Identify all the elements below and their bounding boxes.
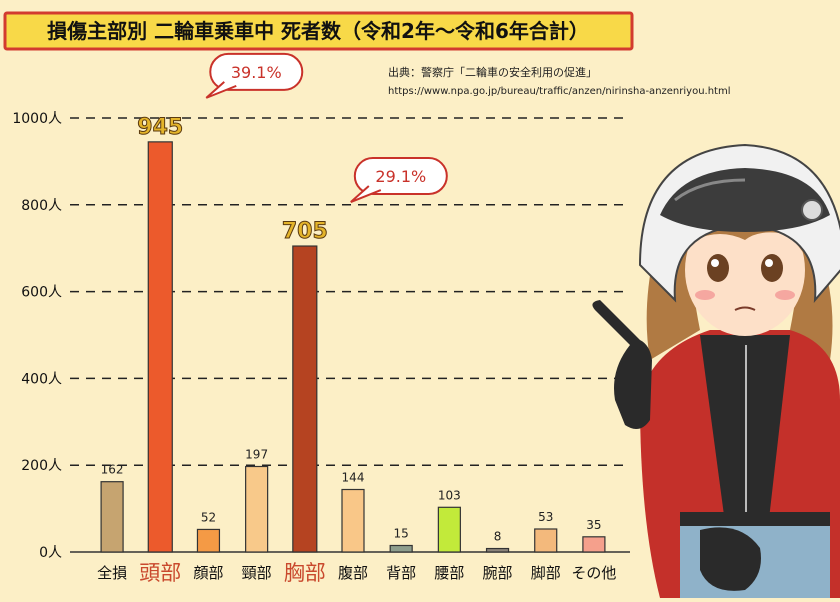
- bar-1: [147, 141, 173, 553]
- x-axis: 全損 頭部 顔部 頸部 胸部 腹部 背部 腰部 腕部 脚部 その他: [97, 561, 616, 585]
- x-tick-label-10: その他: [571, 564, 616, 582]
- bar-7: [437, 506, 461, 553]
- bar-10: [582, 536, 606, 553]
- x-tick-label-9: 脚部: [531, 564, 561, 582]
- x-tick-label-2: 顔部: [193, 564, 223, 582]
- value-label-5: 144: [342, 471, 365, 485]
- bar-8: [485, 547, 510, 553]
- bar-6: [389, 544, 413, 553]
- bar-2: [196, 528, 221, 553]
- y-tick-label: 800人: [21, 198, 62, 214]
- x-tick-label-0: 全損: [97, 564, 127, 582]
- callout-tail: [205, 81, 237, 99]
- x-tick-label-5: 腹部: [338, 564, 368, 582]
- x-tick-label-4: 胸部: [284, 561, 326, 585]
- value-label-7: 103: [438, 488, 461, 502]
- bar-5: [341, 488, 365, 553]
- x-tick-label-3: 頸部: [242, 564, 272, 582]
- bars: [100, 141, 606, 553]
- callout-text: 29.1%: [375, 167, 426, 186]
- value-label-3: 197: [245, 448, 268, 462]
- source-line-1: 出典：警察庁「二輪車の安全利用の促進」: [388, 65, 597, 79]
- callout-0: 39.1%: [205, 52, 304, 99]
- source-line-2: https://www.npa.go.jp/bureau/traffic/anz…: [388, 86, 731, 97]
- value-label-9: 53: [538, 510, 553, 524]
- y-tick-label: 600人: [21, 285, 62, 301]
- rider-illustration: [592, 143, 840, 598]
- value-label-2: 52: [201, 510, 216, 524]
- x-tick-label-7: 腰部: [434, 564, 464, 582]
- value-label-1: 945: [137, 115, 183, 140]
- value-labels: 162 945 52 197 705 144 15 103 8 53 35: [101, 114, 602, 544]
- value-label-10: 35: [586, 518, 601, 532]
- y-tick-label: 0人: [39, 545, 62, 561]
- y-tick-label: 1000人: [12, 111, 62, 127]
- bar-3: [245, 465, 269, 553]
- bar-9: [534, 528, 558, 553]
- callouts: 39.1% 29.1%: [205, 52, 448, 203]
- y-tick-label: 200人: [21, 458, 62, 474]
- x-tick-label-6: 背部: [386, 564, 416, 582]
- callout-tail: [350, 185, 382, 203]
- title-banner: [3, 11, 634, 51]
- value-label-4: 705: [282, 219, 328, 244]
- bar-0: [100, 481, 124, 553]
- x-tick-label-1: 頭部: [139, 561, 181, 585]
- value-label-6: 15: [394, 526, 409, 540]
- y-tick-label: 400人: [21, 371, 62, 387]
- callout-1: 29.1%: [350, 157, 448, 203]
- callout-bubble: [353, 157, 448, 196]
- value-label-8: 8: [494, 530, 502, 544]
- x-tick-label-8: 腕部: [483, 564, 513, 582]
- value-label-0: 162: [101, 463, 124, 477]
- y-axis: 0人 200人 400人 600人 800人 1000人: [12, 111, 62, 561]
- callout-text: 39.1%: [231, 63, 282, 82]
- callout-bubble: [209, 52, 304, 91]
- chart-title: 損傷主部別 二輪車乗車中 死者数（令和2年〜令和6年合計）: [47, 19, 589, 43]
- bar-4: [292, 245, 318, 553]
